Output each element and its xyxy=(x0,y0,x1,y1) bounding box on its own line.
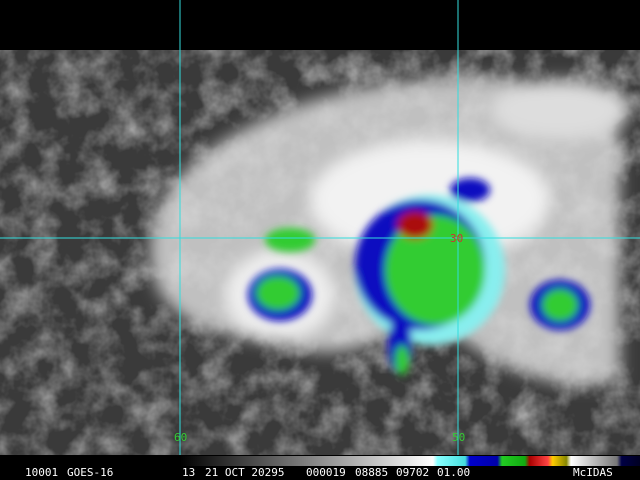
color-scale xyxy=(180,456,640,466)
lon-label: 60 xyxy=(174,431,187,444)
lat-label: 30 xyxy=(450,232,463,245)
lon-label: 50 xyxy=(452,431,465,444)
cold-tops xyxy=(248,178,590,375)
status-text: 10001 GOES-16 13 21 OCT 20295 000019 088… xyxy=(25,466,613,479)
